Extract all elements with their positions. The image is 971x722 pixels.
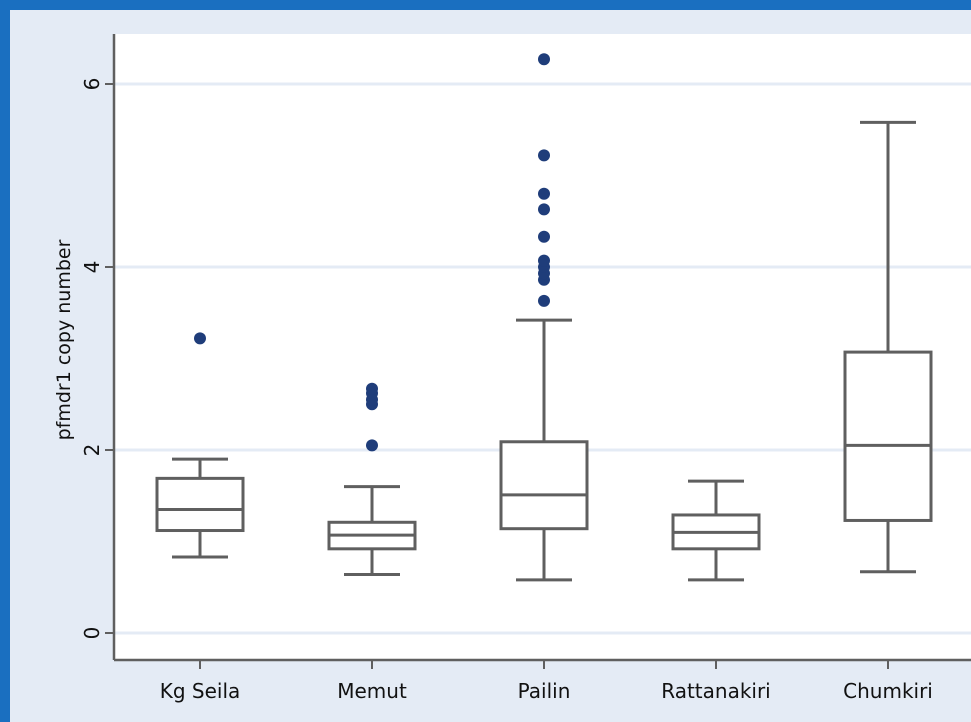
box-group — [327, 382, 417, 576]
outlier-point — [538, 149, 550, 162]
axes — [105, 34, 971, 669]
outlier-point — [538, 254, 550, 267]
chart-panel: 0 2 4 6 Kg Seila Memut Pailin Rattanakiri Chumk… — [10, 10, 971, 722]
iqr-box — [843, 350, 933, 522]
x-tick-label: Pailin — [518, 679, 571, 703]
x-tick-label: Rattanakiri — [661, 679, 771, 703]
x-tick-label: Chumkiri — [843, 679, 933, 703]
outlier-point — [538, 53, 550, 66]
outlier-point — [194, 332, 206, 345]
outlier-point — [366, 382, 378, 395]
y-tick-label: 6 — [80, 78, 104, 91]
outlier-point — [538, 187, 550, 200]
box-group — [155, 332, 245, 559]
outlier-point — [366, 439, 378, 452]
boxplot-chart: 0 2 4 6 Kg Seila Memut Pailin Rattanakiri Chumk… — [53, 34, 971, 703]
outlier-point — [538, 203, 550, 216]
y-tick-labels: 0 2 4 6 — [80, 78, 104, 640]
box-series — [155, 53, 933, 582]
outlier-point — [538, 230, 550, 243]
y-axis-title: pfmdr1 copy number — [53, 239, 75, 440]
outlier-point — [538, 294, 550, 307]
x-tick-labels: Kg Seila Memut Pailin Rattanakiri Chumkiri — [160, 679, 933, 703]
iqr-box — [155, 476, 245, 533]
y-tick-label: 4 — [80, 261, 104, 274]
x-tick-label: Kg Seila — [160, 679, 241, 703]
box-group — [499, 53, 589, 582]
iqr-box — [499, 440, 589, 531]
x-tick-label: Memut — [337, 679, 407, 703]
y-tick-label: 0 — [80, 627, 104, 640]
box-group — [671, 479, 761, 582]
y-tick-label: 2 — [80, 444, 104, 457]
box-group — [843, 120, 933, 574]
